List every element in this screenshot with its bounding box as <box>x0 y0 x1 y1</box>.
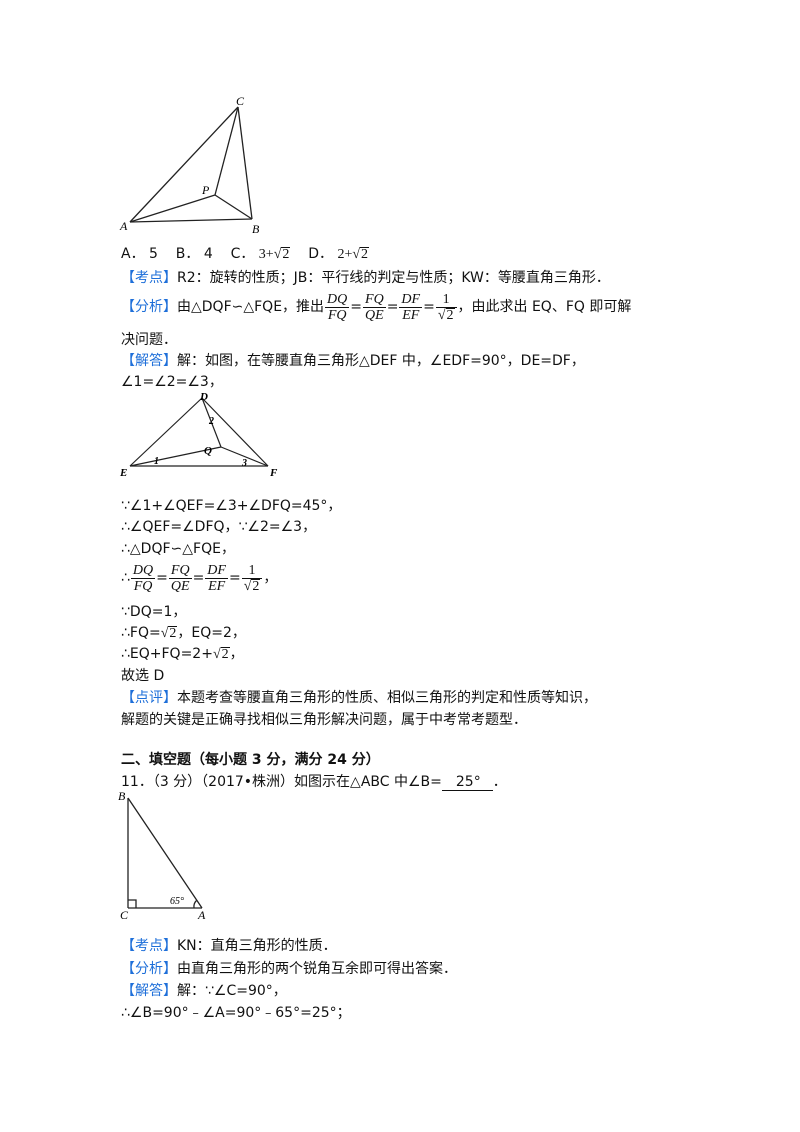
q10-dianping-line1: 【点评】本题考查等腰直角三角形的性质、相似三角形的判定和性质等知识， <box>121 690 597 706</box>
segment-de <box>129 397 203 467</box>
q10-step3: ∴△DQF∽△FQE， <box>121 541 235 557</box>
fenxi-pre: 由△DQF∽△FQE，推出 <box>177 299 325 315</box>
q10-step4: ∴ DQ FQ = FQ QE = DF EF = 1 √2， <box>121 562 278 594</box>
label-b: B <box>118 789 126 803</box>
fenxi-tag: 【分析】 <box>121 299 177 315</box>
fraction-fq-qe: FQ QE <box>363 291 386 323</box>
section-title: 二、填空题（每小题 3 分，满分 24 分） <box>121 752 380 768</box>
segment-dq <box>201 397 222 448</box>
option-d: D． 2+√2 <box>308 246 370 262</box>
fenxi-post: ，由此求出 EQ、FQ 即可解 <box>457 299 632 315</box>
label-c: C <box>236 94 245 108</box>
figure-triangle-def-q: D E F Q 1 2 3 <box>119 391 278 479</box>
q10-step2: ∴∠QEF=∠DFQ，∵∠2=∠3， <box>121 519 317 535</box>
fraction-dq-fq-2: DQ FQ <box>130 562 156 594</box>
figure-triangle-abc-p: A B C P <box>119 94 260 236</box>
angle-a-arc <box>193 899 198 909</box>
segment-qf <box>220 446 269 467</box>
label-angle-65: 65° <box>170 896 184 907</box>
label-e: E <box>119 467 127 479</box>
label-angle-2: 2 <box>208 416 214 427</box>
kaodian-text: R2：旋转的性质；JB：平行线的判定与性质；KW：等腰直角三角形． <box>177 270 610 286</box>
label-d: D <box>199 391 208 403</box>
q11-fenxi: 【分析】由直角三角形的两个锐角互余即可得出答案． <box>121 961 457 977</box>
option-c: C． 3+√2 <box>230 246 291 262</box>
fraction-1-root2: 1 √2 <box>435 292 457 323</box>
segment-df <box>201 397 269 467</box>
option-b: B． 4 <box>175 246 213 262</box>
q10-step5: ∵DQ=1， <box>121 604 187 620</box>
label-b: B <box>252 222 260 236</box>
label-f: F <box>269 467 278 479</box>
options-row: A． 5 B． 4 C． 3+√2 D． 2+√2 <box>121 244 370 265</box>
fraction-1-root2-2: 1 √2 <box>241 563 263 594</box>
fraction-df-ef-2: DF EF <box>205 562 228 594</box>
jieda-tag: 【解答】 <box>121 353 177 369</box>
figure-right-triangle-abc: B C A 65° <box>118 789 206 921</box>
kaodian-tag: 【考点】 <box>121 270 177 286</box>
segment-ap <box>129 194 216 223</box>
label-a: A <box>197 908 206 921</box>
segment-pb <box>214 194 253 220</box>
q10-jieda-line2: ∠1=∠2=∠3， <box>121 374 223 390</box>
option-a: A． 5 <box>121 246 158 262</box>
q11-jieda: 【解答】解：∵∠C=90°， <box>121 983 287 999</box>
label-angle-1: 1 <box>154 456 159 467</box>
segment-ac <box>129 106 239 223</box>
label-p: P <box>201 183 210 197</box>
segment-cp <box>214 106 239 196</box>
q10-step7: ∴EQ+FQ=2+√2， <box>121 646 244 662</box>
label-q: Q <box>204 445 212 457</box>
q11-stem: 11．（3 分）（2017•株洲）如图示在△ABC 中∠B= 25° ． <box>121 774 507 791</box>
label-a: A <box>119 219 128 233</box>
dianping-tag: 【点评】 <box>121 690 177 706</box>
segment-ab <box>129 218 253 223</box>
label-c: C <box>120 908 129 921</box>
q10-fenxi: 【分析】由△DQF∽△FQE，推出 DQ FQ = FQ QE = DF EF = 1 √2 ，由此求出… <box>121 291 632 323</box>
right-angle-mark <box>128 899 137 908</box>
segment-eq <box>129 446 222 467</box>
q10-kaodian: 【考点】R2：旋转的性质；JB：平行线的判定与性质；KW：等腰直角三角形． <box>121 268 610 288</box>
q11-answer-blank: 25° <box>441 774 493 791</box>
fraction-df-ef: DF EF <box>399 291 423 323</box>
q11-step: ∴∠B=90°﹣∠A=90°﹣65°=25°； <box>121 1005 351 1021</box>
label-angle-3: 3 <box>241 458 247 469</box>
q10-step1: ∵∠1+∠QEF=∠3+∠DFQ=45°， <box>121 498 342 514</box>
fraction-dq-fq: DQ FQ <box>325 291 350 323</box>
segment-cb <box>237 106 253 220</box>
fraction-fq-qe-2: FQ QE <box>168 562 192 594</box>
q10-jieda-line1: 【解答】解：如图，在等腰直角三角形△DEF 中，∠EDF=90°，DE=DF， <box>121 353 585 369</box>
q11-kaodian: 【考点】KN：直角三角形的性质． <box>121 938 337 954</box>
q10-fenxi-line2: 决问题． <box>121 332 177 348</box>
q10-dianping-line2: 解题的关键是正确寻找相似三角形解决问题，属于中考常考题型． <box>121 712 527 728</box>
segment-ba <box>127 797 203 909</box>
q10-choice: 故选 D <box>121 668 165 684</box>
q10-step6: ∴FQ=√2，EQ=2， <box>121 625 246 641</box>
